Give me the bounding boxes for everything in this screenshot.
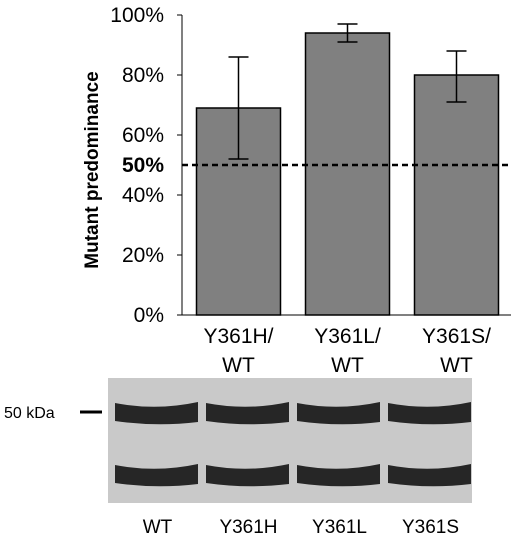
blot-band <box>388 464 471 487</box>
western-blot: 50 kDa WT Y361H Y361L Y361S <box>4 378 472 538</box>
y-tick-label: 40% <box>122 184 164 207</box>
bar <box>304 32 391 316</box>
y-axis-label: Mutant predominance <box>82 71 103 268</box>
x-category-label: WT <box>331 354 364 377</box>
y-axis-ticks: 0% 20% 40% 60% 80% 100% <box>110 4 182 327</box>
error-bars <box>228 23 467 160</box>
x-category-label: Y361S/ <box>422 325 491 348</box>
blot-band <box>206 464 289 487</box>
x-axis-labels: Y361H/WT Y361L/WT Y361S/WT <box>203 325 491 377</box>
blot-band <box>297 402 380 425</box>
y-tick-label: 100% <box>110 4 164 27</box>
lane-label: WT <box>143 517 173 538</box>
x-category-label: WT <box>222 354 255 377</box>
x-category-label: WT <box>440 354 473 377</box>
lane-label: Y361L <box>312 517 367 538</box>
lane-label: Y361H <box>219 517 277 538</box>
y-tick-label: 20% <box>122 244 164 267</box>
blot-band <box>388 402 471 425</box>
blot-band <box>115 402 198 425</box>
reference-line-label: 50% <box>122 154 164 177</box>
molecular-weight-marker-label: 50 kDa <box>4 405 55 422</box>
x-category-label: Y361L/ <box>314 325 381 348</box>
bars <box>195 32 500 316</box>
y-tick-label: 60% <box>122 124 164 147</box>
blot-band <box>297 464 380 487</box>
blot-lane-labels: WT Y361H Y361L Y361S <box>143 517 459 538</box>
bar-chart: Mutant predominance 0% 20% 40% 60% 80% 100% 5… <box>82 4 512 377</box>
bar <box>413 74 500 316</box>
y-tick-label: 80% <box>122 64 164 87</box>
blot-bands <box>115 402 471 487</box>
lane-label: Y361S <box>402 517 459 538</box>
y-tick-label: 0% <box>134 304 164 327</box>
blot-band <box>115 464 198 487</box>
blot-band <box>206 402 289 425</box>
x-category-label: Y361H/ <box>203 325 273 348</box>
